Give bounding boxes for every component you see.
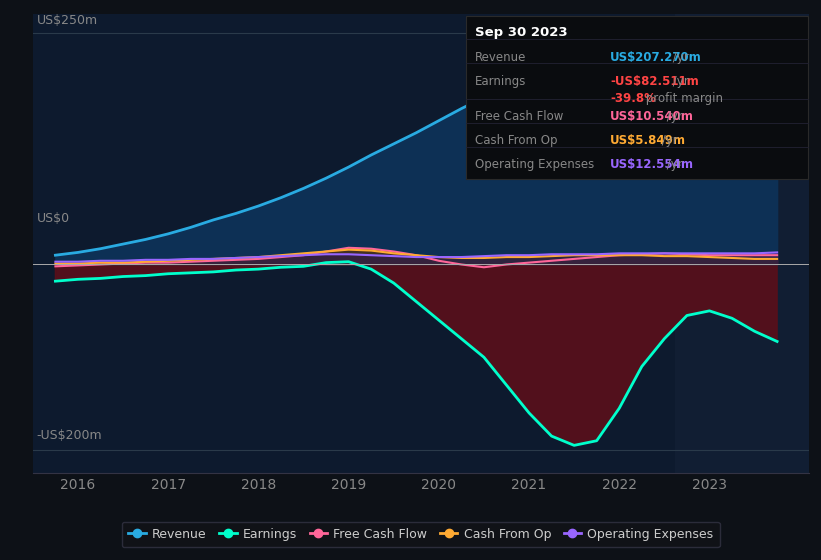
Text: -39.8%: -39.8% — [610, 92, 656, 105]
Text: US$250m: US$250m — [37, 14, 98, 27]
Text: Free Cash Flow: Free Cash Flow — [475, 110, 563, 123]
Bar — [675, 14, 809, 473]
Text: /yr: /yr — [663, 110, 683, 123]
Text: US$0: US$0 — [37, 212, 70, 225]
Text: Operating Expenses: Operating Expenses — [475, 158, 594, 171]
Text: US$10.540m: US$10.540m — [610, 110, 694, 123]
Text: Revenue: Revenue — [475, 51, 526, 64]
Text: US$207.270m: US$207.270m — [610, 51, 702, 64]
Text: /yr: /yr — [668, 75, 689, 88]
Text: Earnings: Earnings — [475, 75, 526, 88]
Text: /yr: /yr — [663, 158, 683, 171]
Text: profit margin: profit margin — [642, 92, 723, 105]
Text: /yr: /yr — [658, 134, 678, 147]
Text: Cash From Op: Cash From Op — [475, 134, 557, 147]
Text: US$5.849m: US$5.849m — [610, 134, 686, 147]
Text: -US$200m: -US$200m — [37, 429, 103, 442]
Text: -US$82.511m: -US$82.511m — [610, 75, 699, 88]
Text: US$12.554m: US$12.554m — [610, 158, 694, 171]
Text: /yr: /yr — [668, 51, 689, 64]
Legend: Revenue, Earnings, Free Cash Flow, Cash From Op, Operating Expenses: Revenue, Earnings, Free Cash Flow, Cash … — [122, 522, 720, 547]
Text: Sep 30 2023: Sep 30 2023 — [475, 26, 567, 39]
